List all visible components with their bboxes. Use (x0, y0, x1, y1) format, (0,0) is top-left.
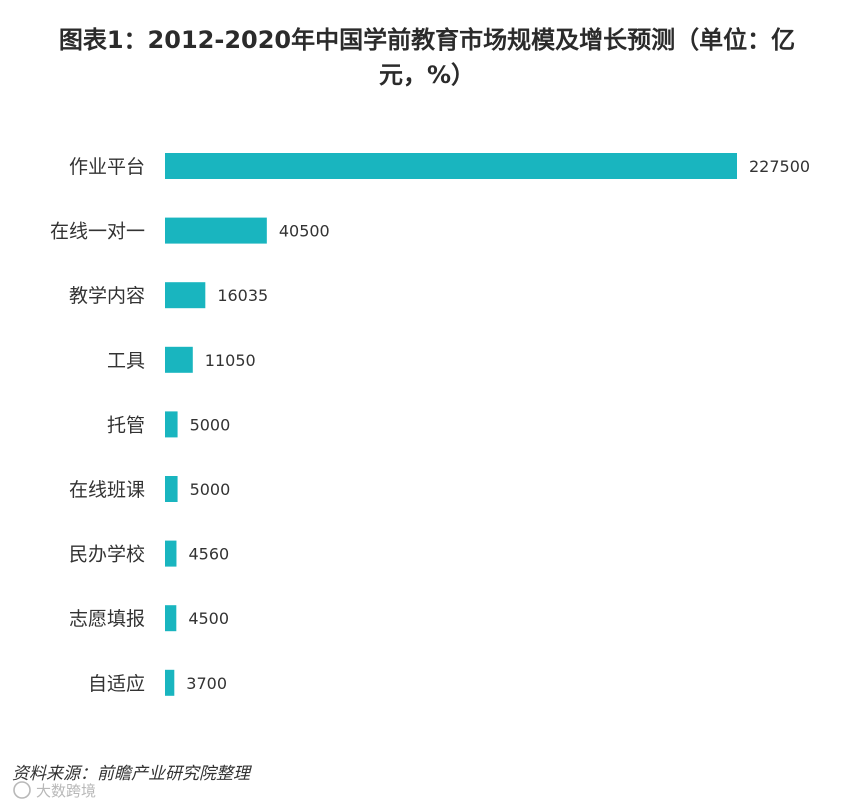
category-label: 志愿填报 (69, 608, 145, 630)
data-label: 40500 (279, 222, 330, 241)
data-label: 4500 (188, 609, 229, 628)
bar (165, 411, 178, 438)
watermark-logo-icon (13, 781, 31, 799)
watermark: 大数跨境 (13, 781, 96, 800)
category-label: 在线一对一 (50, 221, 145, 243)
source-note: 资料来源：前瞻产业研究院整理 (12, 764, 252, 784)
chart-title-line-1: 图表1：2012-2020年中国学前教育市场规模及增长预测（单位：亿 (59, 26, 795, 54)
bar (165, 153, 737, 179)
category-label: 民办学校 (69, 544, 145, 566)
bar (165, 217, 267, 244)
data-label: 16035 (217, 286, 268, 305)
bar (165, 605, 177, 632)
category-label: 工具 (107, 350, 145, 372)
data-label: 11050 (205, 351, 256, 370)
watermark-text: 大数跨境 (36, 782, 96, 800)
data-label: 5000 (190, 415, 231, 434)
data-label: 5000 (190, 480, 231, 499)
data-label: 227500 (749, 157, 810, 176)
data-label: 4560 (188, 545, 229, 564)
bar (165, 476, 178, 502)
category-label: 教学内容 (69, 285, 145, 307)
bar (165, 282, 206, 309)
bar (165, 346, 193, 373)
bar-series: 作业平台 227500 在线一对一 40500 教学内容 16035 工具 11050 托管 50… (50, 153, 810, 696)
category-label: 托管 (107, 414, 145, 436)
category-label: 在线班课 (69, 479, 145, 501)
category-label: 作业平台 (69, 156, 145, 178)
data-label: 3700 (186, 674, 227, 693)
bar (165, 669, 175, 696)
bar (165, 540, 177, 567)
category-label: 自适应 (88, 673, 145, 695)
chart-title-line-2: 元，%） (379, 61, 475, 89)
